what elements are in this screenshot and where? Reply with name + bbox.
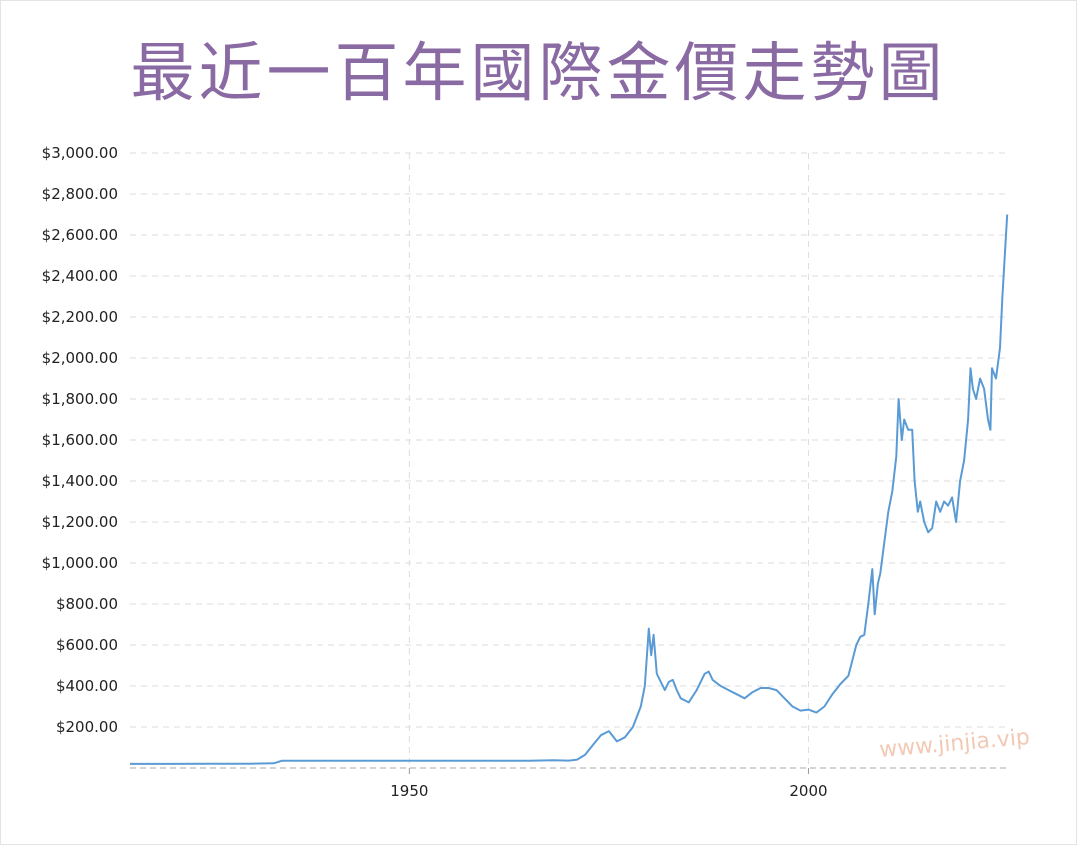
y-tick-label: $2,000.00 — [42, 349, 118, 367]
x-axis — [130, 767, 1008, 774]
gold-price-series-line — [130, 214, 1009, 765]
y-axis-tick-labels: $3,000.00 $2,800.00 $2,600.00 $2,400.00 $2,2… — [42, 144, 118, 736]
x-axis-tick-labels: 1950 2000 — [390, 782, 827, 800]
grid-lines — [130, 152, 1008, 768]
y-tick-label: $600.00 — [56, 636, 118, 654]
watermark-text: www.jinjia.vip — [878, 725, 1031, 763]
y-tick-label: $1,800.00 — [42, 390, 118, 408]
y-tick-label: $2,800.00 — [42, 185, 118, 203]
y-tick-label: $800.00 — [56, 595, 118, 613]
y-tick-label: $1,400.00 — [42, 472, 118, 490]
y-tick-label: $3,000.00 — [42, 144, 118, 162]
chart-title: 最近一百年國際金價走勢圖 — [130, 37, 947, 111]
y-tick-label: $200.00 — [56, 718, 118, 736]
x-tick-label: 1950 — [390, 782, 428, 800]
y-tick-label: $400.00 — [56, 677, 118, 695]
y-tick-label: $2,200.00 — [42, 308, 118, 326]
y-tick-label: $2,400.00 — [42, 267, 118, 285]
y-tick-label: $2,600.00 — [42, 226, 118, 244]
x-tick-label: 2000 — [789, 782, 827, 800]
y-tick-label: $1,200.00 — [42, 513, 118, 531]
y-tick-label: $1,600.00 — [42, 431, 118, 449]
series-layer — [130, 214, 1009, 765]
y-tick-label: $1,000.00 — [42, 554, 118, 572]
